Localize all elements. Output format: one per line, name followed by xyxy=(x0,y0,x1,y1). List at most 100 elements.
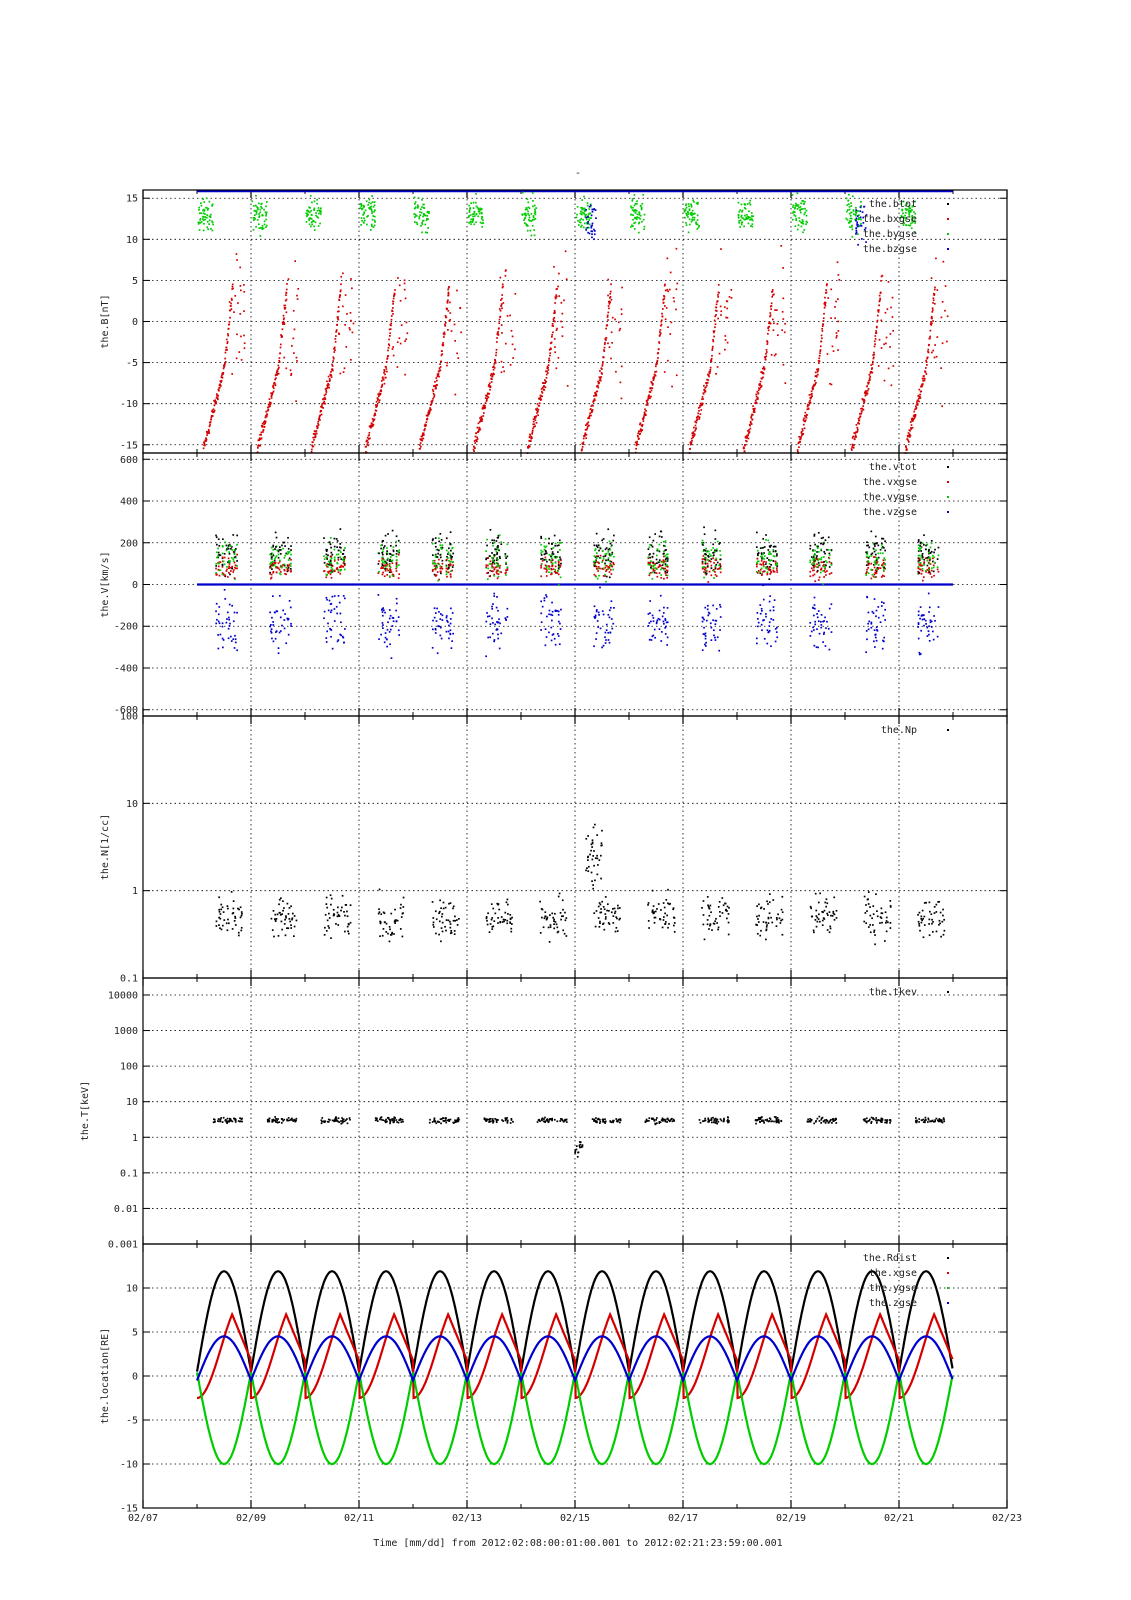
vtot-point xyxy=(506,555,509,558)
bx-point xyxy=(916,404,919,406)
vy-point xyxy=(330,557,333,560)
by-point xyxy=(367,204,370,206)
by-point xyxy=(693,200,695,203)
bx-scatter xyxy=(615,370,617,373)
vz-point xyxy=(232,638,235,641)
by-point xyxy=(257,223,260,226)
bx-scatter xyxy=(509,364,512,366)
vy-point xyxy=(395,555,398,558)
by-point xyxy=(202,209,204,212)
vx-point xyxy=(497,573,500,575)
vz-point xyxy=(880,601,883,603)
vz-point xyxy=(452,632,454,635)
vx-point xyxy=(702,567,704,570)
vz-point xyxy=(822,633,825,635)
vy-point xyxy=(445,549,448,552)
vtot-point xyxy=(343,549,345,552)
bx-scatter xyxy=(668,288,671,291)
vtot-point xyxy=(231,567,234,570)
vz-point xyxy=(325,637,328,639)
by-point xyxy=(791,218,794,221)
vy-point xyxy=(659,568,662,571)
bx-point xyxy=(207,431,210,433)
vz-point xyxy=(323,617,325,620)
vy-point xyxy=(554,561,557,564)
vx-point xyxy=(278,568,281,571)
bx-point xyxy=(444,322,447,324)
vx-point xyxy=(658,572,661,574)
by-point xyxy=(363,212,365,215)
vtot-point xyxy=(652,552,655,555)
vy-point xyxy=(505,574,507,576)
vx-point xyxy=(612,562,615,564)
bx-point xyxy=(383,371,385,374)
vtot-point xyxy=(436,548,439,551)
vtot-point xyxy=(772,545,775,548)
bx-scatter xyxy=(348,327,351,329)
vz-point xyxy=(662,620,665,623)
by-point xyxy=(585,227,588,230)
vx-point xyxy=(397,553,400,556)
by-point xyxy=(801,219,804,221)
vx-point xyxy=(774,562,777,565)
vx-point xyxy=(540,566,543,569)
bx-point xyxy=(825,291,828,294)
by-point xyxy=(904,219,907,221)
vy-point xyxy=(282,547,284,550)
bx-point xyxy=(430,403,433,406)
bx-scatter xyxy=(447,291,450,294)
by-point xyxy=(205,216,208,219)
vz-point xyxy=(493,640,496,643)
vy-point xyxy=(932,554,934,557)
vtot-point xyxy=(272,563,274,566)
vtot-point xyxy=(556,544,559,547)
vz-point xyxy=(597,626,600,628)
vtot-point xyxy=(703,526,705,529)
bx-point xyxy=(256,451,259,453)
vx-point xyxy=(830,572,833,574)
y-tick-label: 600 xyxy=(120,455,138,466)
vtot-point xyxy=(278,548,281,551)
by-point xyxy=(305,212,308,215)
vy-point xyxy=(762,553,764,555)
vz-point xyxy=(489,636,492,639)
vz-point xyxy=(221,637,224,640)
vy-point xyxy=(870,554,873,557)
by-point xyxy=(203,210,206,212)
vz-point xyxy=(437,625,440,627)
vtot-point xyxy=(491,570,493,573)
vy-point xyxy=(431,562,434,564)
by-point xyxy=(797,204,800,206)
bx-scatter xyxy=(880,275,883,278)
by-point xyxy=(794,225,797,228)
bx-point xyxy=(265,415,268,418)
vz-point xyxy=(439,634,442,637)
by-point xyxy=(634,221,637,224)
vy-point xyxy=(871,573,874,576)
vy-point xyxy=(884,559,886,561)
by-point xyxy=(202,229,205,232)
bx-point xyxy=(212,411,215,414)
bx-point xyxy=(434,384,437,387)
vy-point xyxy=(718,564,721,567)
bx-point xyxy=(318,416,321,419)
vy-point xyxy=(325,573,328,576)
vx-point xyxy=(485,566,488,568)
vz-point xyxy=(378,638,380,641)
vx-point xyxy=(491,565,493,567)
bx-point xyxy=(231,285,234,288)
bx-point xyxy=(694,428,697,431)
bx-point xyxy=(609,292,612,295)
bx-point xyxy=(586,427,589,430)
vx-point xyxy=(772,569,775,572)
bx-point xyxy=(825,289,828,291)
by-point xyxy=(359,207,362,209)
bx-point xyxy=(392,297,395,300)
vz-point xyxy=(650,639,653,641)
by-point xyxy=(427,218,429,221)
bx-point xyxy=(315,432,318,435)
vtot-point xyxy=(765,534,767,536)
vtot-point xyxy=(447,567,450,569)
vz-point xyxy=(594,614,597,617)
